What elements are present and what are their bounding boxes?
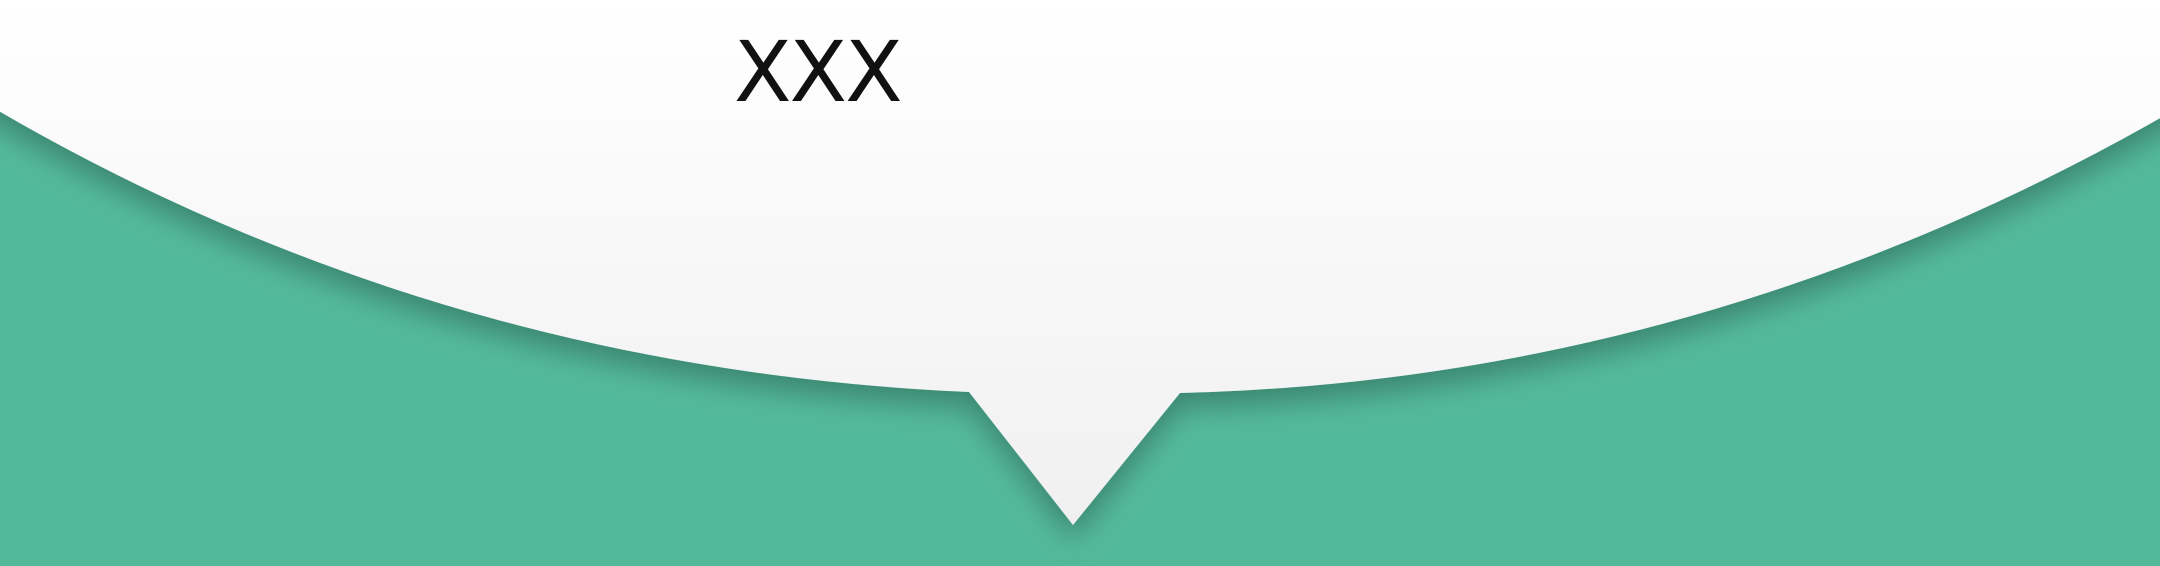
page-title: XXX bbox=[734, 23, 903, 121]
speech-bubble-shape bbox=[0, 0, 2160, 525]
